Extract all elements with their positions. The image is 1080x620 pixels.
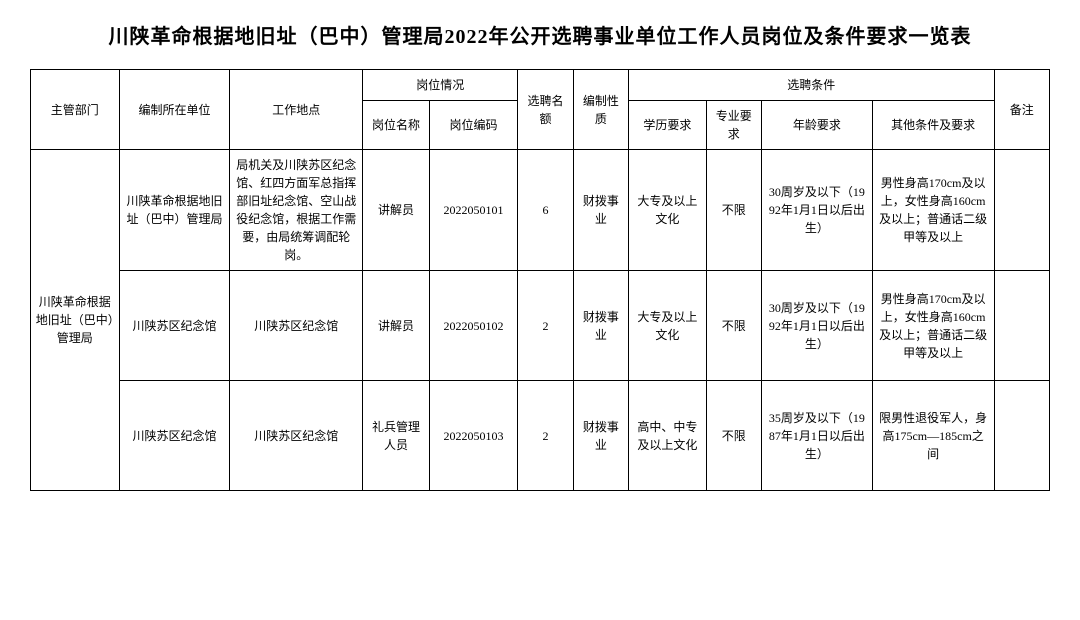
cell-major: 不限 — [706, 271, 761, 381]
cell-nature: 财拨事业 — [573, 381, 628, 491]
table-row: 川陕苏区纪念馆 川陕苏区纪念馆 讲解员 2022050102 2 财拨事业 大专… — [31, 271, 1050, 381]
cell-age: 30周岁及以下（1992年1月1日以后出生） — [761, 150, 872, 271]
cell-other: 限男性退役军人，身高175cm—185cm之间 — [872, 381, 994, 491]
cell-major: 不限 — [706, 150, 761, 271]
cell-position-name: 讲解员 — [363, 271, 429, 381]
cell-position-name: 礼兵管理人员 — [363, 381, 429, 491]
header-location: 工作地点 — [230, 70, 363, 150]
cell-location: 局机关及川陕苏区纪念馆、红四方面军总指挥部旧址纪念馆、空山战役纪念馆，根据工作需… — [230, 150, 363, 271]
cell-remark — [994, 381, 1049, 491]
header-remark: 备注 — [994, 70, 1049, 150]
cell-nature: 财拨事业 — [573, 150, 628, 271]
cell-other: 男性身高170cm及以上，女性身高160cm及以上；普通话二级甲等及以上 — [872, 271, 994, 381]
cell-position-code: 2022050102 — [429, 271, 518, 381]
cell-quota: 6 — [518, 150, 573, 271]
cell-location: 川陕苏区纪念馆 — [230, 381, 363, 491]
cell-quota: 2 — [518, 271, 573, 381]
header-position-name: 岗位名称 — [363, 101, 429, 150]
header-quota: 选聘名额 — [518, 70, 573, 150]
header-dept: 主管部门 — [31, 70, 120, 150]
cell-quota: 2 — [518, 381, 573, 491]
cell-age: 35周岁及以下（1987年1月1日以后出生） — [761, 381, 872, 491]
page-title: 川陕革命根据地旧址（巴中）管理局2022年公开选聘事业单位工作人员岗位及条件要求… — [30, 20, 1050, 49]
cell-other: 男性身高170cm及以上，女性身高160cm及以上；普通话二级甲等及以上 — [872, 150, 994, 271]
header-edu: 学历要求 — [629, 101, 707, 150]
header-unit: 编制所在单位 — [119, 70, 230, 150]
header-major: 专业要求 — [706, 101, 761, 150]
cell-position-code: 2022050101 — [429, 150, 518, 271]
cell-unit: 川陕苏区纪念馆 — [119, 381, 230, 491]
header-position-code: 岗位编码 — [429, 101, 518, 150]
cell-age: 30周岁及以下（1992年1月1日以后出生） — [761, 271, 872, 381]
cell-unit: 川陕革命根据地旧址（巴中）管理局 — [119, 150, 230, 271]
table-row: 川陕苏区纪念馆 川陕苏区纪念馆 礼兵管理人员 2022050103 2 财拨事业… — [31, 381, 1050, 491]
cell-edu: 大专及以上文化 — [629, 271, 707, 381]
header-cond-group: 选聘条件 — [629, 70, 994, 101]
header-other: 其他条件及要求 — [872, 101, 994, 150]
cell-edu: 大专及以上文化 — [629, 150, 707, 271]
header-position-group: 岗位情况 — [363, 70, 518, 101]
cell-edu: 高中、中专及以上文化 — [629, 381, 707, 491]
cell-position-code: 2022050103 — [429, 381, 518, 491]
recruitment-table: 主管部门 编制所在单位 工作地点 岗位情况 选聘名额 编制性质 选聘条件 备注 … — [30, 69, 1050, 491]
cell-location: 川陕苏区纪念馆 — [230, 271, 363, 381]
cell-remark — [994, 150, 1049, 271]
cell-nature: 财拨事业 — [573, 271, 628, 381]
cell-major: 不限 — [706, 381, 761, 491]
cell-remark — [994, 271, 1049, 381]
cell-unit: 川陕苏区纪念馆 — [119, 271, 230, 381]
header-nature: 编制性质 — [573, 70, 628, 150]
table-row: 川陕革命根据地旧址（巴中）管理局 川陕革命根据地旧址（巴中）管理局 局机关及川陕… — [31, 150, 1050, 271]
cell-position-name: 讲解员 — [363, 150, 429, 271]
header-age: 年龄要求 — [761, 101, 872, 150]
cell-dept: 川陕革命根据地旧址（巴中）管理局 — [31, 150, 120, 491]
